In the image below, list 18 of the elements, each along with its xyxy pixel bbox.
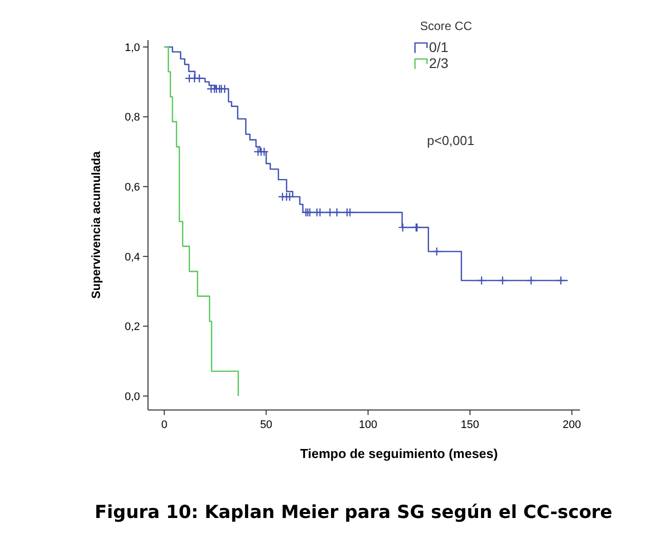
x-axis-title: Tiempo de seguimiento (meses)	[300, 446, 498, 461]
x-tick-label: 50	[260, 419, 272, 431]
x-tick-label: 150	[460, 419, 480, 431]
legend-label: 2/3	[429, 55, 449, 71]
y-tick-label: 0,4	[124, 251, 140, 264]
y-tick-label: 0,6	[124, 181, 140, 194]
annotation: p<0,001	[427, 133, 474, 148]
y-tick-label: 1,0	[124, 42, 140, 54]
text: Figura 10: Kaplan Meier para SG según el CC-score	[94, 502, 612, 523]
y-tick-label: 0,2	[124, 321, 140, 334]
y-axis-title: Supervivencia acumulada	[89, 150, 103, 299]
y-tick-label: 0,8	[124, 112, 140, 124]
x-tick-label: 200	[562, 419, 582, 431]
y-tick-label: 0,0	[124, 390, 140, 403]
x-tick-label: 100	[358, 419, 378, 431]
legend-label: 0/1	[429, 39, 449, 55]
x-tick-label: 0	[161, 419, 168, 431]
legend-title: Score CC	[420, 19, 472, 33]
